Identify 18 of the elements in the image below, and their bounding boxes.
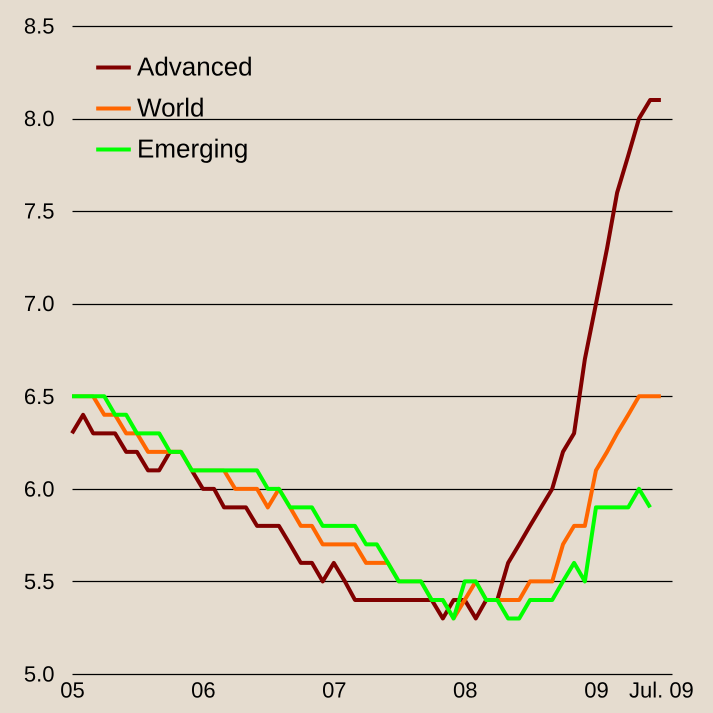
y-tick-label: 8.5	[24, 14, 54, 38]
legend-label: Advanced	[137, 52, 253, 82]
x-tick-label: 09	[584, 678, 609, 702]
legend-label: World	[137, 92, 204, 122]
y-tick-label: 6.5	[24, 384, 54, 409]
y-tick-label: 5.0	[24, 662, 54, 686]
line-series	[70, 98, 663, 620]
y-tick-label: 6.0	[24, 476, 54, 502]
x-tick-label: 06	[191, 678, 216, 702]
y-tick-label: 7.0	[24, 291, 54, 316]
y-tick-label: 5.5	[24, 568, 54, 594]
x-tick-label: 05	[60, 678, 85, 702]
x-tick-label: Jul. 09	[628, 678, 694, 702]
y-tick-label: 7.5	[24, 198, 54, 224]
x-tick-label: 07	[322, 678, 347, 702]
legend-label: Emerging	[137, 134, 248, 164]
x-tick-label: 08	[452, 678, 478, 702]
y-tick-label: 8.0	[24, 106, 54, 132]
